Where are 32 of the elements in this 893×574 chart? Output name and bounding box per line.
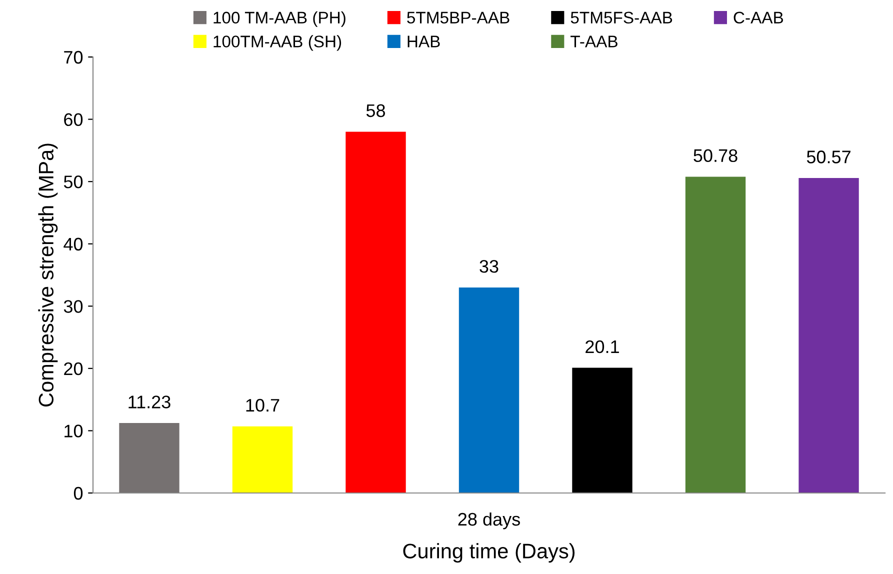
y-tick-label: 50 (64, 176, 83, 188)
legend-label: 5TM5BP-AAB (407, 12, 510, 24)
data-label: 50.78 (694, 149, 738, 162)
x-tick-label: 28 days (458, 512, 520, 530)
bar (685, 176, 746, 493)
y-tick-label: 60 (64, 113, 83, 126)
bar (798, 178, 859, 493)
legend-label: C-AAB (734, 12, 784, 24)
bar (346, 132, 406, 493)
legend-label: HAB (408, 36, 440, 48)
legend-label: 5TM5FS-AAB (570, 12, 672, 24)
x-axis-title: Curing time (Days) (403, 543, 575, 563)
data-label: 20.1 (586, 340, 619, 354)
data-label: 58 (366, 104, 385, 118)
data-label: 50.57 (806, 150, 850, 164)
bar (458, 287, 520, 493)
y-tick-label: 10 (64, 424, 83, 438)
y-tick-label: 30 (64, 300, 83, 313)
y-axis-title: Compressive strength (MPa) (38, 144, 58, 406)
y-tick-label: 20 (64, 362, 83, 376)
data-label: 33 (480, 260, 498, 273)
y-tick-label: 40 (64, 238, 83, 251)
data-label: 10.7 (246, 398, 280, 412)
legend-label: T-AAB (570, 36, 618, 48)
bar (119, 423, 180, 493)
legend-label: 100TM-AAB (SH) (214, 35, 342, 51)
data-label: 11.23 (128, 396, 170, 408)
y-tick-label: 0 (74, 486, 83, 500)
bar (232, 426, 293, 493)
y-tick-label: 70 (64, 50, 83, 64)
bar (572, 368, 632, 493)
legend-label: 100 TM-AAB (PH) (214, 11, 346, 27)
